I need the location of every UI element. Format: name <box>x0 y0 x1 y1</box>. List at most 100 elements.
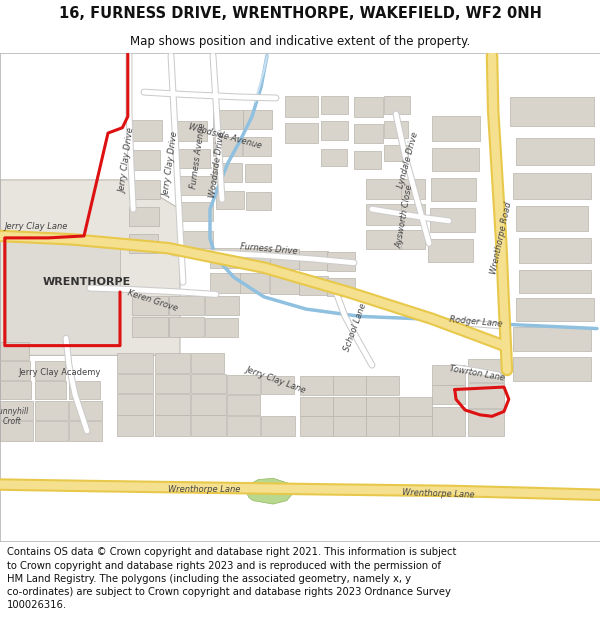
Polygon shape <box>321 121 348 140</box>
Polygon shape <box>169 296 204 316</box>
Text: Furness Drive: Furness Drive <box>240 242 298 256</box>
Polygon shape <box>69 381 100 399</box>
Polygon shape <box>129 234 158 253</box>
Text: Map shows position and indicative extent of the property.: Map shows position and indicative extent… <box>130 35 470 48</box>
Polygon shape <box>519 238 591 262</box>
Polygon shape <box>327 252 355 271</box>
Polygon shape <box>129 121 162 141</box>
Polygon shape <box>519 269 591 293</box>
Polygon shape <box>510 97 594 126</box>
Polygon shape <box>69 421 102 441</box>
Polygon shape <box>246 192 271 210</box>
Polygon shape <box>432 148 479 171</box>
Text: Woodside Drive: Woodside Drive <box>208 132 226 199</box>
Polygon shape <box>431 178 476 201</box>
Polygon shape <box>384 96 410 114</box>
Polygon shape <box>155 416 190 436</box>
Polygon shape <box>174 149 210 168</box>
Polygon shape <box>227 416 260 436</box>
Polygon shape <box>432 384 465 404</box>
Polygon shape <box>0 180 180 356</box>
Polygon shape <box>117 416 153 436</box>
Polygon shape <box>321 96 348 114</box>
Polygon shape <box>321 149 347 166</box>
Polygon shape <box>35 421 68 441</box>
Polygon shape <box>516 138 594 165</box>
Text: Jerry Clay Drive: Jerry Clay Drive <box>119 127 137 194</box>
Polygon shape <box>240 248 270 268</box>
Polygon shape <box>384 145 408 161</box>
Text: Lyndale Drive: Lyndale Drive <box>396 131 420 189</box>
Polygon shape <box>468 383 504 408</box>
Polygon shape <box>191 416 226 436</box>
Polygon shape <box>0 421 33 441</box>
Polygon shape <box>261 376 294 394</box>
Polygon shape <box>216 191 244 209</box>
Polygon shape <box>6 238 120 346</box>
Polygon shape <box>169 318 204 337</box>
Text: Rodger Lane: Rodger Lane <box>449 316 503 329</box>
Polygon shape <box>0 361 30 380</box>
Polygon shape <box>468 359 504 382</box>
Polygon shape <box>213 162 242 182</box>
Polygon shape <box>261 416 295 436</box>
Text: Jerry Clay Academy: Jerry Clay Academy <box>19 368 101 377</box>
Polygon shape <box>227 396 260 415</box>
Text: Wrenthorpe Road: Wrenthorpe Road <box>489 201 513 276</box>
Text: Towrton Lane: Towrton Lane <box>449 364 505 383</box>
Polygon shape <box>191 353 224 373</box>
Polygon shape <box>354 151 381 169</box>
Polygon shape <box>366 416 399 436</box>
Text: School Lane: School Lane <box>343 302 368 352</box>
Polygon shape <box>270 249 299 269</box>
Polygon shape <box>180 202 213 221</box>
Polygon shape <box>132 318 168 337</box>
Polygon shape <box>243 110 272 129</box>
Polygon shape <box>401 204 425 225</box>
Polygon shape <box>468 409 504 436</box>
Polygon shape <box>191 374 226 393</box>
Polygon shape <box>0 342 29 360</box>
Polygon shape <box>384 121 408 138</box>
Polygon shape <box>210 248 241 268</box>
Polygon shape <box>132 296 168 316</box>
Text: Aysworth Close: Aysworth Close <box>395 184 415 249</box>
Polygon shape <box>227 375 260 394</box>
Polygon shape <box>191 394 226 415</box>
Polygon shape <box>174 121 207 141</box>
Text: Wrenthorpe Lane: Wrenthorpe Lane <box>401 488 475 499</box>
Polygon shape <box>210 274 241 293</box>
Polygon shape <box>155 353 190 373</box>
Polygon shape <box>327 278 355 296</box>
Polygon shape <box>155 394 190 415</box>
Polygon shape <box>354 124 383 143</box>
Polygon shape <box>333 397 366 416</box>
Polygon shape <box>432 406 465 436</box>
Polygon shape <box>117 374 153 393</box>
Polygon shape <box>35 381 66 399</box>
Text: Jerry Clay Lane: Jerry Clay Lane <box>245 364 307 395</box>
Polygon shape <box>205 318 238 337</box>
Polygon shape <box>333 376 366 396</box>
Polygon shape <box>428 239 473 262</box>
Polygon shape <box>366 204 405 225</box>
Polygon shape <box>513 357 591 381</box>
Polygon shape <box>205 296 239 316</box>
Polygon shape <box>155 374 190 393</box>
Polygon shape <box>35 401 68 420</box>
Polygon shape <box>432 116 480 141</box>
Text: WRENTHORPE: WRENTHORPE <box>43 278 131 288</box>
Text: Wrenthorpe Lane: Wrenthorpe Lane <box>168 485 240 494</box>
Polygon shape <box>401 229 425 249</box>
Polygon shape <box>430 208 475 231</box>
Text: 16, FURNESS DRIVE, WRENTHORPE, WAKEFIELD, WF2 0NH: 16, FURNESS DRIVE, WRENTHORPE, WAKEFIELD… <box>59 6 541 21</box>
Text: Jerry Clay Lane: Jerry Clay Lane <box>4 222 68 231</box>
Polygon shape <box>213 110 243 129</box>
Polygon shape <box>285 96 318 116</box>
Polygon shape <box>366 397 399 416</box>
Polygon shape <box>399 416 432 436</box>
Polygon shape <box>129 207 159 226</box>
Polygon shape <box>243 137 271 156</box>
Polygon shape <box>401 179 425 199</box>
Polygon shape <box>117 353 153 373</box>
